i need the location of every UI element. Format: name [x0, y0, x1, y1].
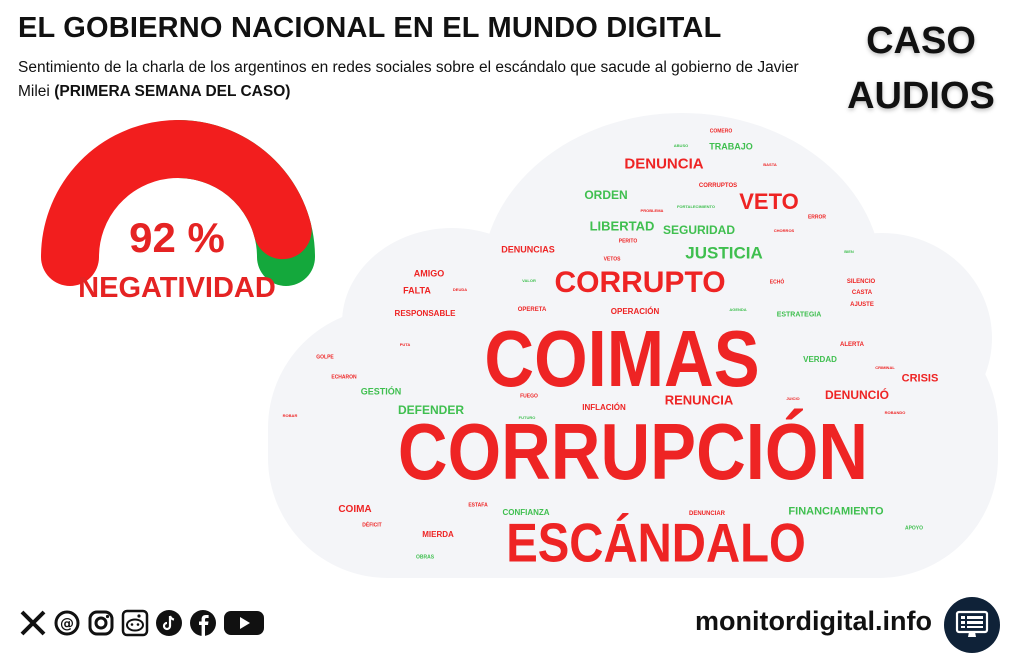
cloud-word-23: FALTA [403, 285, 431, 296]
cloud-word-59: ESTAFA [468, 502, 488, 509]
cloud-word-32: CASTA [851, 290, 873, 296]
cloud-word-27: VERDAD [803, 355, 837, 364]
subtitle-emphasis: (PRIMERA SEMANA DEL CASO) [54, 83, 291, 100]
cloud-word-40: ERROR [807, 214, 827, 221]
cloud-word-14: CRISIS [901, 372, 939, 385]
gauge-label: NEGATIVIDAD [78, 272, 276, 304]
cloud-word-15: DEFENDER [397, 403, 465, 417]
cloud-word-16: GESTIÓN [360, 386, 402, 397]
cloud-word-52: FUEGO [520, 393, 538, 400]
negativity-gauge [41, 120, 315, 286]
cloud-word-2: COIMAS [484, 314, 760, 403]
cloud-word-30: DENUNCIAR [689, 511, 725, 517]
cloud-word-21: DENUNCIAS [501, 244, 555, 255]
cloud-word-6: DENUNCIA [624, 155, 704, 173]
cloud-word-25: OPERACIÓN [610, 307, 660, 316]
cloud-word-62: BIEN [844, 249, 854, 254]
cloud-shape [268, 113, 998, 578]
gauge-percent: 92 % [129, 214, 225, 261]
cloud-word-9: SEGURIDAD [662, 223, 736, 237]
monitor-icon [944, 597, 1000, 653]
cloud-word-45: VALOR [522, 278, 536, 283]
cloud-word-35: COMERO [709, 128, 733, 135]
cloud-word-37: BASTA [763, 162, 777, 167]
cloud-word-13: DENUNCIÓ [824, 388, 890, 402]
youtube-icon[interactable] [222, 608, 266, 638]
cloud-word-42: PERITO [618, 238, 638, 245]
cloud-word-12: RENUNCIA [664, 392, 734, 408]
cloud-word-18: CONFIANZA [502, 508, 550, 517]
cloud-word-53: FUTURO [518, 415, 536, 420]
cloud-word-26: INFLACIÓN [582, 403, 626, 412]
cloud-word-38: PROBLEMA [640, 208, 664, 213]
gauge-negative-arc [41, 120, 312, 286]
word-cloud: CORRUPCIÓN COIMAS ESCÁNDALO CORRUPTO VETO DEN… [262, 108, 1004, 584]
tiktok-icon[interactable] [154, 608, 184, 638]
cloud-word-33: AJUSTE [850, 302, 874, 308]
cloud-word-28: ESTRATEGIA [776, 311, 822, 319]
cloud-word-19: COIMA [338, 504, 372, 515]
reddit-icon[interactable] [120, 608, 150, 638]
cloud-word-1: CORRUPCIÓN [397, 407, 869, 496]
cloud-word-3: ESCÁNDALO [506, 511, 806, 574]
cloud-word-54: JUICIO [786, 396, 800, 401]
cloud-word-44: DEUDA [452, 287, 468, 292]
case-label-line2: AUDIOS [847, 75, 995, 117]
cloud-word-22: AMIGO [413, 268, 445, 279]
cloud-word-8: LIBERTAD [589, 218, 655, 234]
page-title: EL GOBIERNO NACIONAL EN EL MUNDO DIGITAL [18, 12, 722, 44]
x-icon[interactable] [18, 608, 48, 638]
cloud-word-4: CORRUPTO [554, 266, 726, 299]
cloud-word-47: OPERETA [517, 307, 547, 313]
threads-icon[interactable]: @ [52, 608, 82, 638]
cloud-word-29: ALERTA [840, 342, 864, 348]
subtitle-text: Sentimiento de la charla de los argentin… [18, 59, 799, 100]
page-subtitle: Sentimiento de la charla de los argentin… [18, 56, 828, 104]
cloud-word-61: OBRAS [415, 554, 435, 561]
cloud-word-49: GOLPE [316, 354, 334, 361]
cloud-word-10: ORDEN [584, 188, 628, 202]
cloud-word-11: TRABAJO [709, 141, 753, 152]
instagram-icon[interactable] [86, 608, 116, 638]
cloud-word-34: CORRUPTOS [698, 183, 738, 189]
social-icons: @ [18, 608, 266, 638]
case-label-line1: CASO [866, 20, 976, 62]
cloud-word-57: CRIMINAL [875, 365, 895, 370]
cloud-word-39: FORTALECIMIENTO [676, 204, 716, 209]
cloud-word-43: VETOS [603, 256, 621, 263]
cloud-word-58: DÉFICIT [362, 522, 382, 529]
cloud-word-36: ABUSO [673, 143, 689, 148]
cloud-word-56: ROBAR [282, 413, 298, 418]
cloud-word-60: APOYO [904, 525, 924, 532]
cloud-word-20: MIERDA [422, 530, 454, 539]
cloud-word-41: CHORROS [773, 228, 795, 233]
cloud-word-24: RESPONSABLE [394, 309, 456, 318]
case-label: CASO AUDIOS [836, 14, 1006, 124]
cloud-word-50: ECHARON [331, 374, 357, 381]
cloud-word-5: VETO [739, 189, 799, 214]
cloud-word-48: AGENDA [729, 307, 747, 312]
cloud-word-51: PUTA [399, 342, 411, 347]
cloud-word-55: ROBANDO [884, 410, 906, 415]
site-url[interactable]: monitordigital.info [695, 606, 932, 636]
svg-text:@: @ [60, 616, 74, 632]
facebook-icon[interactable] [188, 608, 218, 638]
cloud-word-46: ECHÓ [769, 279, 785, 286]
cloud-word-17: FINANCIAMIENTO [788, 505, 884, 518]
cloud-word-31: SILENCIO [846, 279, 876, 285]
cloud-word-7: JUSTICIA [685, 243, 763, 263]
